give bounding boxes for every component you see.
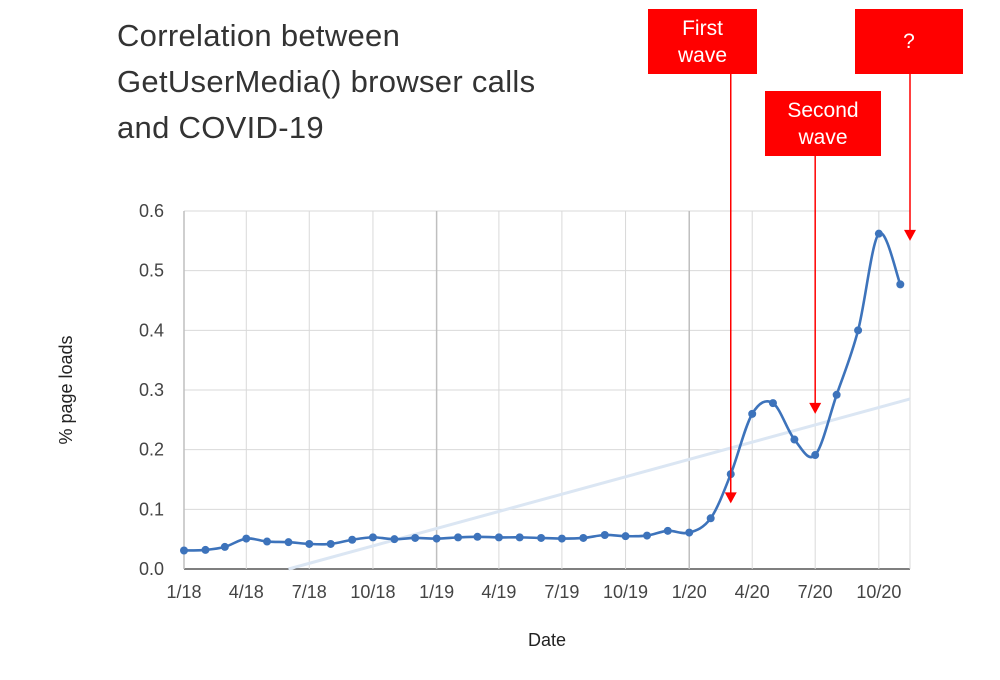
x-axis-ticks: 1/18 4/18 7/18 10/18 1/19 4/19 7/19 10/19 1/20 4/… bbox=[166, 582, 901, 602]
data-point bbox=[454, 533, 463, 542]
y-tick-label: 0.5 bbox=[139, 261, 164, 281]
y-tick-label: 0.2 bbox=[139, 440, 164, 460]
x-tick-label: 1/20 bbox=[672, 582, 707, 602]
y-tick-label: 0.3 bbox=[139, 380, 164, 400]
x-tick-label: 10/18 bbox=[350, 582, 395, 602]
data-point bbox=[643, 531, 652, 540]
x-tick-label: 4/19 bbox=[481, 582, 516, 602]
data-point bbox=[180, 546, 188, 555]
data-point bbox=[874, 229, 883, 238]
trendline-path bbox=[288, 397, 911, 571]
x-tick-label: 10/19 bbox=[603, 582, 648, 602]
chart-title-line: Correlation between bbox=[117, 18, 401, 53]
data-point bbox=[600, 530, 609, 539]
chart-title-line: GetUserMedia() browser calls bbox=[117, 64, 536, 99]
data-point bbox=[706, 514, 715, 523]
data-point bbox=[326, 539, 335, 548]
data-point bbox=[284, 538, 293, 547]
data-point bbox=[242, 534, 251, 543]
y-tick-label: 0.0 bbox=[139, 559, 164, 579]
data-point bbox=[432, 534, 441, 543]
y-axis-title: % page loads bbox=[56, 335, 76, 444]
data-point bbox=[515, 533, 524, 542]
x-tick-label: 1/19 bbox=[419, 582, 454, 602]
annotation-first-wave: First wave bbox=[648, 9, 757, 74]
annotation-arrow-head bbox=[724, 492, 737, 504]
data-point bbox=[368, 533, 377, 542]
series bbox=[180, 229, 905, 555]
data-point bbox=[557, 534, 566, 543]
data-point bbox=[494, 533, 503, 542]
data-point bbox=[790, 435, 799, 444]
trendline bbox=[288, 397, 911, 571]
data-point bbox=[896, 280, 905, 289]
annotation-arrows bbox=[724, 74, 916, 504]
data-point bbox=[663, 526, 672, 535]
data-point bbox=[411, 533, 420, 542]
x-axis-title: Date bbox=[528, 630, 566, 650]
data-point bbox=[811, 451, 820, 460]
annotation-first-wave-line: wave bbox=[677, 43, 728, 67]
annotation-arrow-head bbox=[809, 402, 822, 414]
x-tick-label: 4/20 bbox=[735, 582, 770, 602]
x-tick-label: 7/19 bbox=[544, 582, 579, 602]
x-tick-label: 7/20 bbox=[798, 582, 833, 602]
data-point bbox=[621, 532, 630, 541]
data-point bbox=[854, 326, 863, 335]
annotation-first-wave-line: First bbox=[682, 16, 723, 40]
annotation-question: ? bbox=[855, 9, 963, 74]
data-point bbox=[832, 390, 841, 399]
data-point bbox=[201, 545, 210, 554]
data-point bbox=[768, 399, 777, 408]
x-tick-label: 10/20 bbox=[856, 582, 901, 602]
x-tick-label: 1/18 bbox=[166, 582, 201, 602]
annotation-second-wave-line: wave bbox=[798, 125, 848, 149]
data-point bbox=[473, 532, 482, 541]
data-point bbox=[263, 537, 272, 546]
data-point bbox=[685, 528, 694, 537]
data-point bbox=[537, 533, 546, 542]
chart-title-line: and COVID-19 bbox=[117, 110, 324, 145]
annotation-question-line: ? bbox=[903, 30, 915, 53]
y-tick-label: 0.4 bbox=[139, 320, 164, 340]
grid bbox=[183, 210, 911, 570]
annotation-arrow-head bbox=[904, 229, 916, 241]
x-tick-label: 4/18 bbox=[229, 582, 264, 602]
y-tick-label: 0.6 bbox=[139, 201, 164, 221]
y-axis-ticks: 0.0 0.1 0.2 0.3 0.4 0.5 0.6 bbox=[139, 201, 164, 579]
data-point bbox=[305, 539, 314, 548]
data-point bbox=[348, 535, 357, 544]
data-point bbox=[748, 409, 757, 418]
x-tick-label: 7/18 bbox=[292, 582, 327, 602]
y-tick-label: 0.1 bbox=[139, 499, 164, 519]
data-point bbox=[390, 535, 399, 544]
annotation-second-wave-line: Second bbox=[787, 98, 859, 122]
series-line bbox=[183, 231, 902, 552]
annotation-second-wave: Second wave bbox=[765, 91, 881, 156]
data-point bbox=[579, 533, 588, 542]
data-point bbox=[220, 542, 229, 551]
